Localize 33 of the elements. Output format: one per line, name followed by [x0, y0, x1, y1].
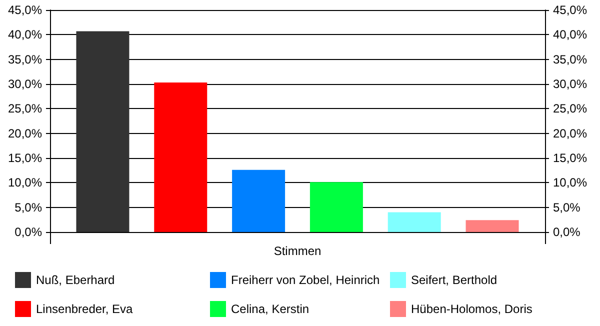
- y2-tick-label: 25,0%: [553, 102, 588, 116]
- y-tick-label: 45,0%: [8, 3, 42, 17]
- y-tick-label: 20,0%: [8, 126, 42, 140]
- y2-tick-label: 5,0%: [553, 200, 581, 214]
- bar: [76, 31, 130, 232]
- y-tick-label: 35,0%: [8, 52, 42, 66]
- y-tick-label: 25,0%: [8, 102, 42, 116]
- legend-label: Hüben-Holomos, Doris: [411, 302, 532, 316]
- bar: [466, 220, 519, 232]
- legend-label: Linsenbreder, Eva: [36, 302, 134, 316]
- legend-label: Celina, Kerstin: [231, 302, 310, 316]
- y2-tick-label: 35,0%: [553, 52, 588, 66]
- y-tick-label: 5,0%: [14, 200, 42, 214]
- y2-tick-label: 20,0%: [553, 126, 588, 140]
- y-tick-label: 15,0%: [8, 151, 42, 165]
- y2-tick-label: 15,0%: [553, 151, 588, 165]
- y-tick-label: 0,0%: [14, 225, 42, 239]
- y-tick-label: 10,0%: [8, 176, 42, 190]
- legend-label: Seifert, Berthold: [411, 273, 498, 287]
- bar: [154, 82, 208, 232]
- bar: [388, 212, 441, 232]
- y-tick-label: 30,0%: [8, 77, 42, 91]
- y2-tick-label: 10,0%: [553, 176, 588, 190]
- y2-tick-label: 40,0%: [553, 28, 588, 42]
- y-tick-label: 40,0%: [8, 28, 42, 42]
- x-axis-title: Stimmen: [274, 244, 322, 258]
- y2-tick-label: 45,0%: [553, 3, 588, 17]
- bar: [310, 182, 363, 232]
- y2-tick-label: 0,0%: [553, 225, 581, 239]
- legend-label: Nuß, Eberhard: [36, 273, 115, 287]
- legend-label: Freiherr von Zobel, Heinrich: [231, 273, 380, 287]
- y2-tick-label: 30,0%: [553, 77, 588, 91]
- bar: [232, 170, 286, 232]
